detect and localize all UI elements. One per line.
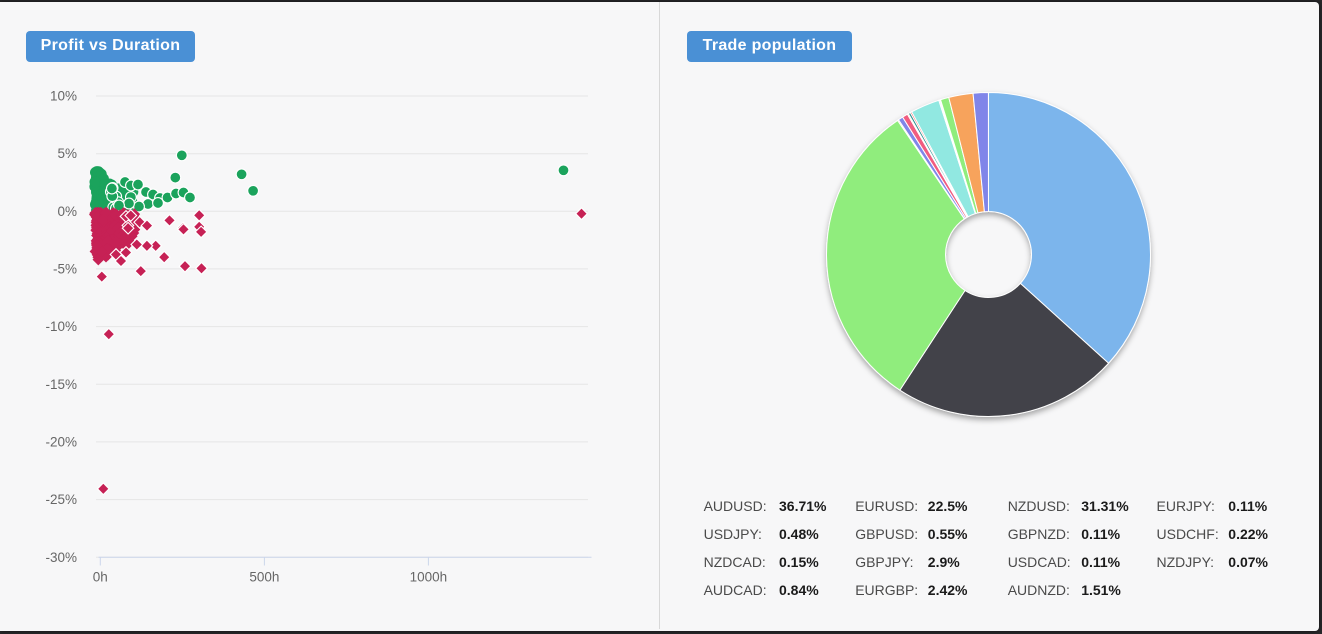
svg-text:-30%: -30% — [45, 550, 77, 565]
svg-text:-5%: -5% — [53, 262, 77, 277]
svg-text:1000h: 1000h — [410, 570, 448, 585]
svg-text:-10%: -10% — [45, 319, 77, 334]
svg-text:0h: 0h — [93, 570, 108, 585]
svg-text:0%: 0% — [57, 204, 77, 219]
svg-text:-15%: -15% — [45, 377, 77, 392]
svg-text:500h: 500h — [249, 570, 279, 585]
svg-text:10%: 10% — [50, 89, 77, 104]
svg-text:5%: 5% — [57, 146, 77, 161]
svg-text:-25%: -25% — [45, 492, 77, 507]
svg-text:-20%: -20% — [45, 435, 77, 450]
